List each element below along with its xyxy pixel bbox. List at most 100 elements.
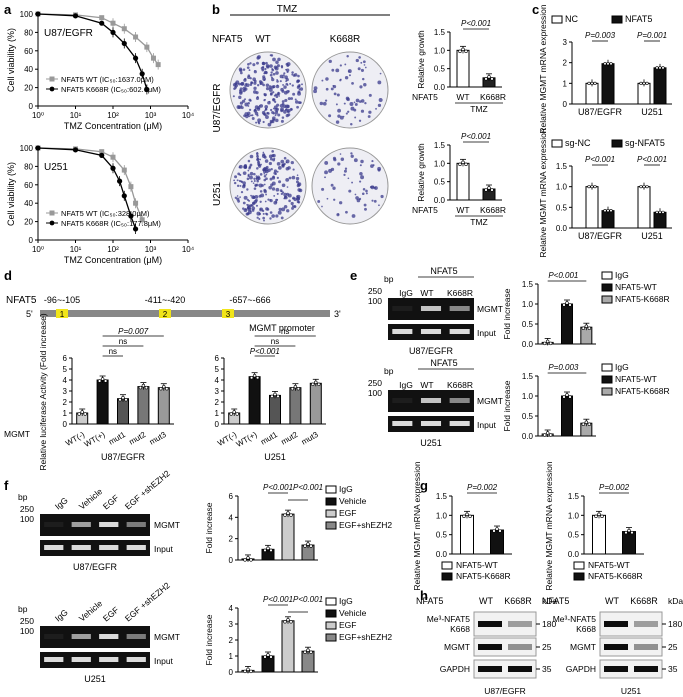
- gel-band: [392, 329, 413, 334]
- colony: [291, 73, 294, 76]
- colony: [276, 170, 279, 173]
- legend-entry: EGF+shEZH2: [339, 632, 392, 642]
- p-value: ns: [271, 337, 279, 346]
- site-number: 2: [163, 310, 168, 319]
- colony: [277, 57, 281, 62]
- data-point: [139, 217, 145, 223]
- colony: [236, 105, 241, 109]
- data-point: [35, 11, 41, 17]
- colony: [239, 184, 242, 187]
- colony: [262, 112, 266, 116]
- cell-line-label: U251: [621, 686, 642, 696]
- colony: [236, 184, 240, 188]
- colony: [255, 175, 258, 178]
- colony: [322, 101, 327, 106]
- colony: [242, 68, 246, 71]
- blot-band: [604, 644, 628, 650]
- y-tick-label: 0.5: [434, 65, 446, 74]
- colony: [239, 91, 243, 95]
- colony: [296, 105, 299, 109]
- y-tick-label: 60: [24, 47, 33, 56]
- lane-label: IgG: [53, 607, 70, 623]
- factor-label: NFAT5: [430, 358, 457, 368]
- colony: [257, 175, 260, 179]
- colony: [267, 198, 270, 201]
- y-tick-label: 2: [63, 398, 68, 407]
- data-point: [597, 512, 601, 517]
- data-point: [587, 422, 592, 426]
- data-point: [103, 379, 108, 383]
- colony: [328, 114, 332, 118]
- data-point: [162, 385, 166, 389]
- colony: [292, 168, 295, 171]
- colony: [277, 165, 282, 170]
- colony: [336, 213, 340, 217]
- colony: [294, 100, 299, 104]
- colony: [289, 82, 292, 85]
- colony: [251, 206, 256, 211]
- colony: [298, 84, 301, 86]
- legend-entry: IgG: [615, 362, 629, 372]
- p-value: P<0.001: [461, 19, 491, 28]
- data-point: [584, 420, 589, 424]
- colony: [247, 105, 250, 107]
- p-value: P<0.001: [637, 155, 667, 164]
- y-tick-label: 1.0: [556, 183, 568, 192]
- data-point: [128, 213, 134, 219]
- colony: [297, 90, 301, 94]
- gel-band: [71, 657, 91, 662]
- colony: [335, 120, 340, 124]
- data-point: [568, 303, 572, 307]
- colony: [268, 88, 273, 92]
- end-label: 3': [334, 309, 341, 319]
- colony: [339, 201, 343, 205]
- colony: [238, 166, 241, 169]
- bar: [269, 394, 281, 425]
- panel-label-f: f: [4, 478, 9, 493]
- end-label: 5': [26, 309, 33, 319]
- p-value: ns: [281, 327, 289, 336]
- y-tick-label: 2: [229, 535, 234, 544]
- data-point: [243, 558, 247, 562]
- lane-label: WT: [420, 288, 433, 298]
- data-point: [624, 530, 628, 535]
- row-label: GAPDH: [566, 664, 596, 674]
- x-axis-label: NFAT5: [412, 205, 438, 215]
- colony: [255, 96, 260, 100]
- legend-entry: EGF+shEZH2: [339, 520, 392, 530]
- data-point: [283, 620, 287, 624]
- colony: [345, 112, 348, 115]
- p-value: P=0.007: [118, 327, 149, 336]
- colony: [272, 107, 275, 110]
- data-point: [461, 160, 465, 165]
- row-label: GAPDH: [440, 664, 470, 674]
- colony: [246, 83, 250, 87]
- colony: [252, 63, 256, 67]
- colony: [263, 172, 266, 175]
- data-point: [99, 20, 105, 26]
- colony: [263, 183, 266, 186]
- y-tick-label: 3: [215, 387, 220, 396]
- colony: [253, 179, 256, 182]
- gel-band: [126, 657, 146, 662]
- data-point: [606, 62, 610, 66]
- colony: [344, 167, 348, 170]
- data-point: [110, 29, 116, 35]
- data-point: [498, 529, 502, 533]
- gel-band: [71, 522, 91, 527]
- colony: [351, 81, 354, 85]
- colony: [271, 78, 275, 82]
- legend-entry: EGF: [339, 620, 356, 630]
- colony: [246, 206, 250, 209]
- colony: [246, 188, 249, 191]
- colony: [265, 173, 268, 176]
- data-point: [132, 226, 139, 232]
- y-tick-label: 2: [563, 59, 568, 68]
- kda-label: kDa: [542, 596, 557, 606]
- p-value: ns: [109, 347, 117, 356]
- p-value: P<0.001: [263, 595, 293, 604]
- y-tick-label: 6: [215, 354, 220, 363]
- colony: [270, 92, 273, 95]
- data-point: [252, 374, 257, 378]
- gel-band: [99, 545, 119, 550]
